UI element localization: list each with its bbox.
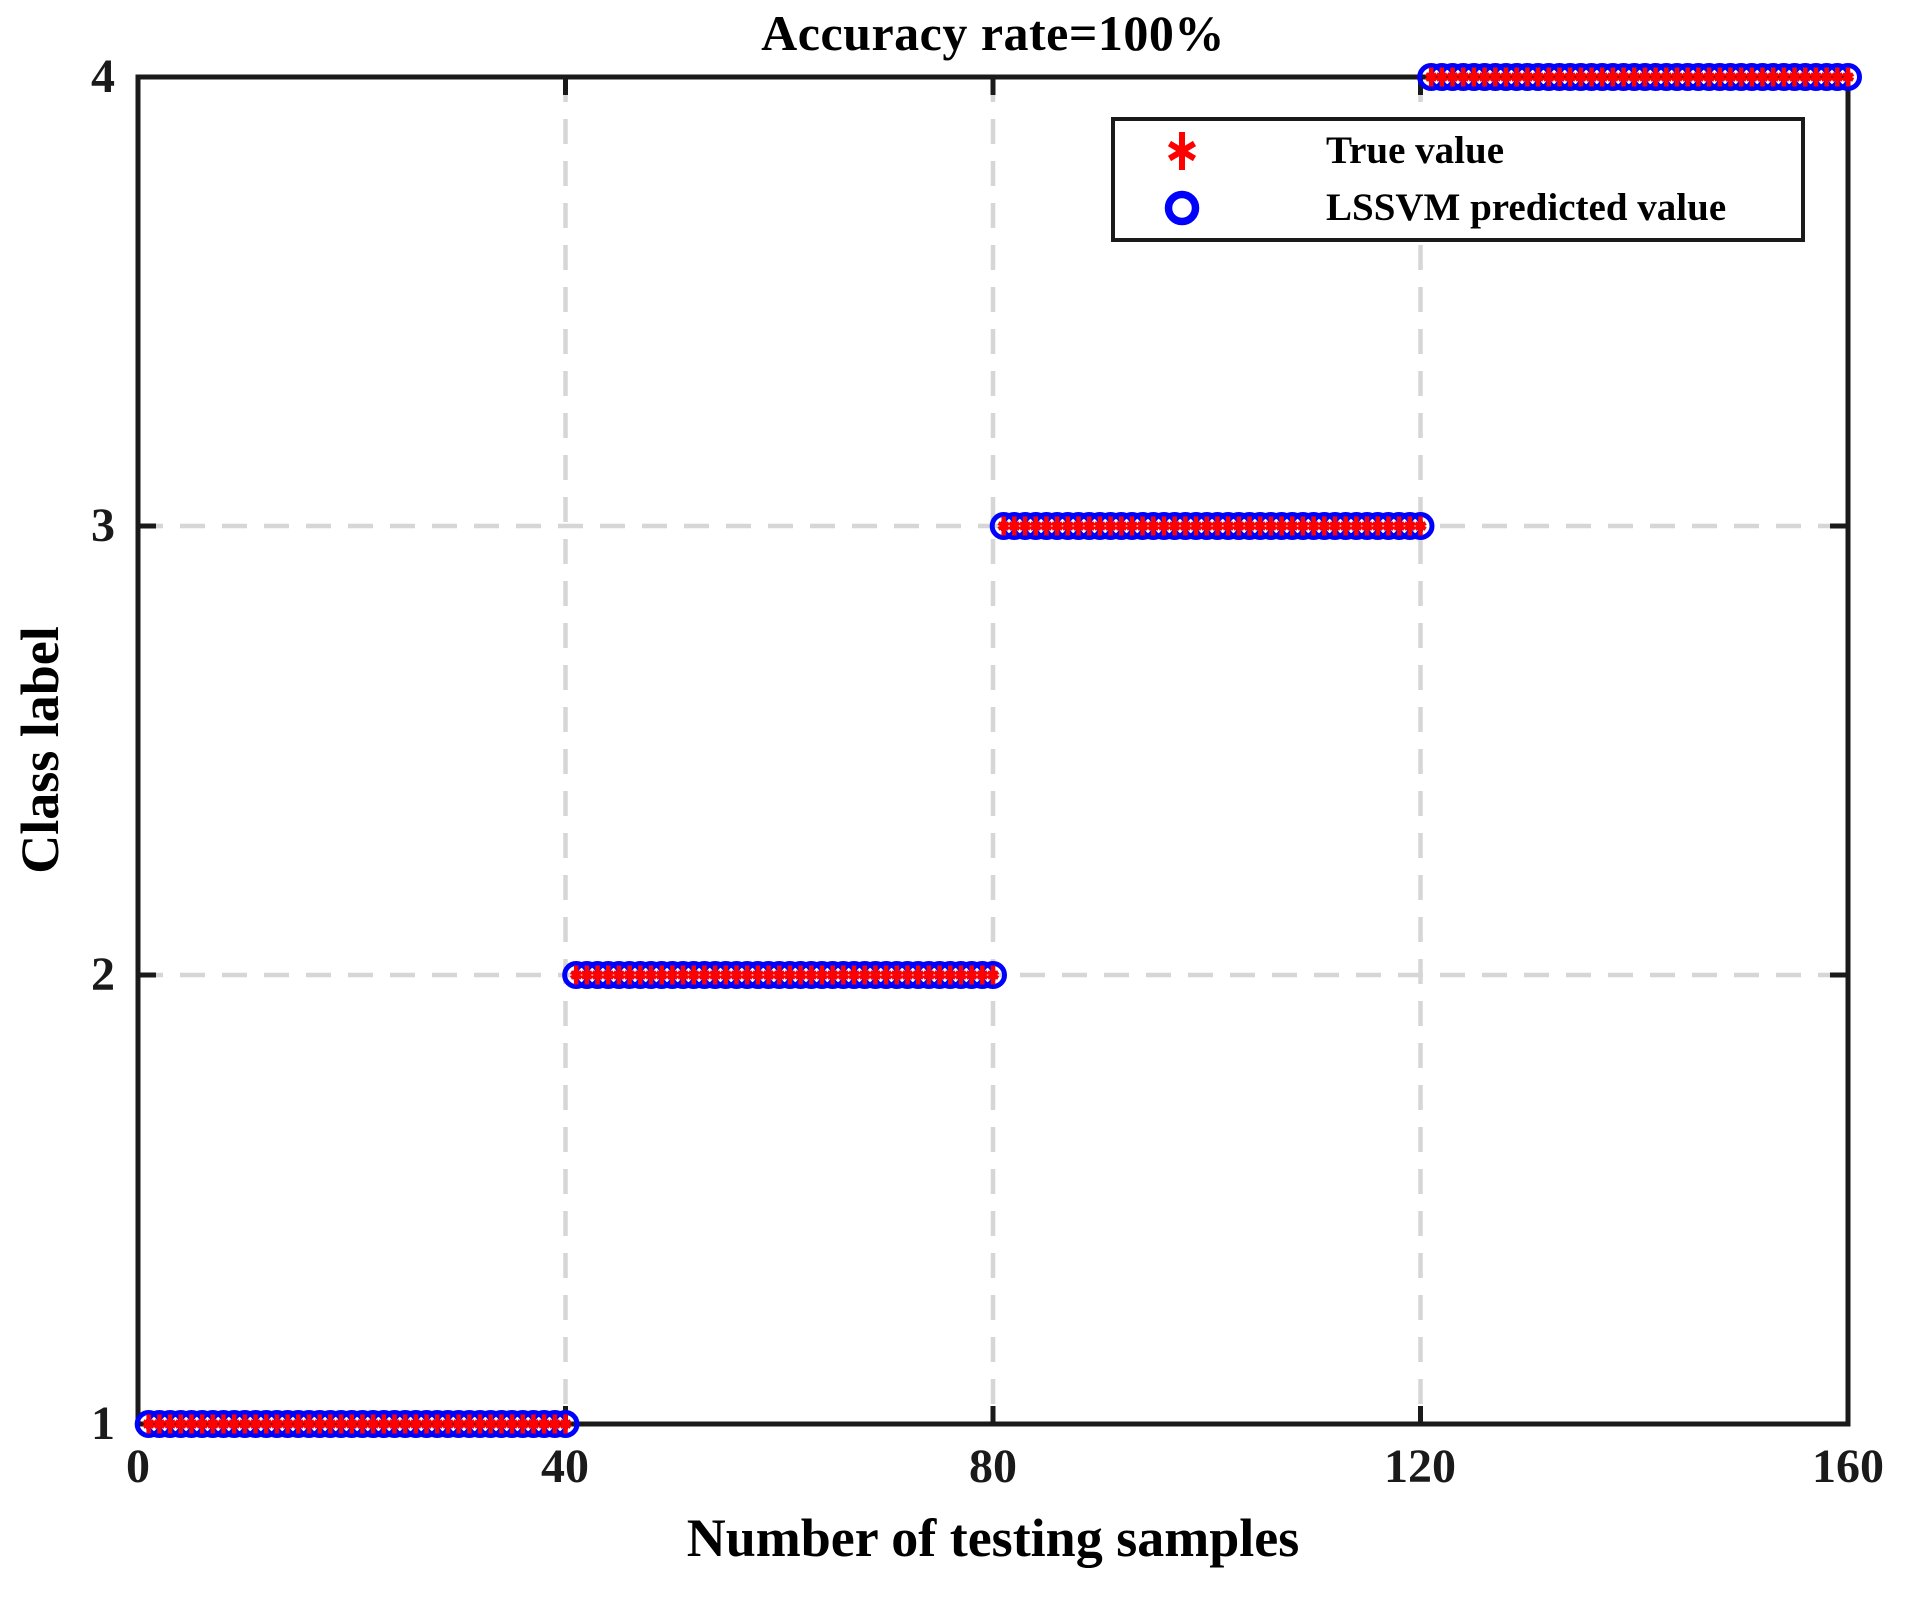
x-axis-label: Number of testing samples: [686, 1508, 1300, 1568]
legend-item-true-value: True value: [1115, 125, 1801, 177]
x-tick-label: 160: [1812, 1440, 1884, 1493]
y-tick-label: 3: [91, 499, 115, 552]
y-tick-label: 4: [91, 50, 115, 103]
y-axis-label: Class label: [10, 626, 70, 874]
asterisk-icon: [1167, 132, 1197, 171]
legend-item-predicted-value: LSSVM predicted value: [1115, 182, 1801, 234]
x-tick-label: 40: [541, 1440, 589, 1493]
x-tick-label: 120: [1384, 1440, 1456, 1493]
x-tick-label: 80: [969, 1440, 1017, 1493]
x-tick-label: 0: [126, 1440, 150, 1493]
chart-title: Accuracy rate=100%: [761, 5, 1225, 61]
legend-label: True value: [1326, 129, 1505, 173]
y-tick-label: 2: [91, 948, 115, 1001]
legend-label: LSSVM predicted value: [1326, 185, 1727, 229]
circle-icon: [1164, 190, 1200, 225]
legend: True value LSSVM predicted value: [1111, 117, 1805, 242]
y-tick-label: 1: [91, 1397, 115, 1450]
